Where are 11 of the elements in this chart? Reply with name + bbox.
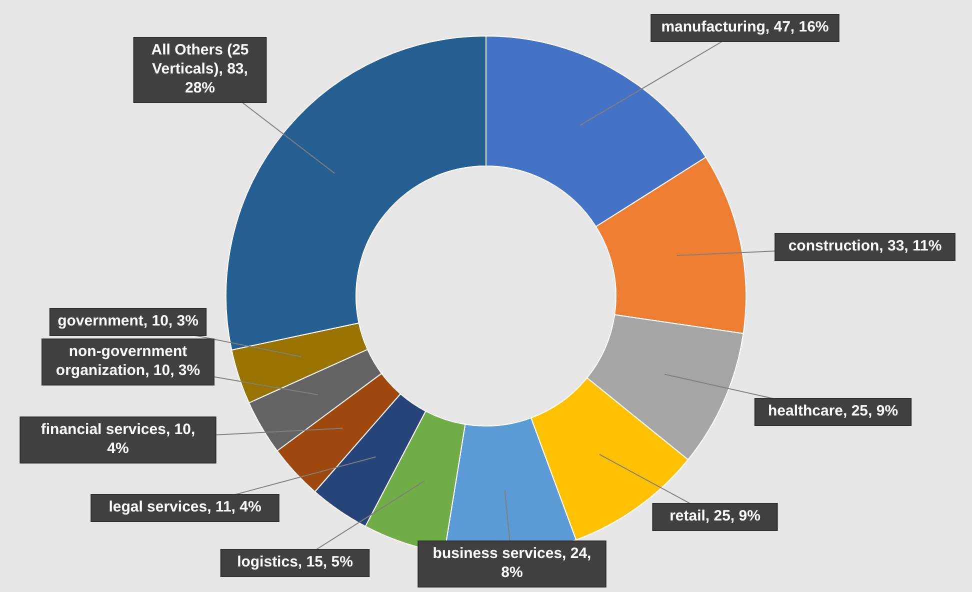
slice-label: logistics, 15, 5%: [237, 554, 353, 570]
slice-label: business services, 24, 8%: [432, 545, 592, 581]
slice-label: construction, 33, 11%: [788, 238, 942, 254]
slice-label: retail, 25, 9%: [670, 508, 760, 524]
slice-label: manufacturing, 47, 16%: [661, 18, 829, 36]
slice-label: government, 10, 3%: [58, 312, 198, 330]
slice-label: All Others (25 Verticals), 83, 28%: [151, 42, 249, 96]
slice-label: healthcare, 25, 9%: [768, 402, 898, 420]
slice-label: legal services, 11, 4%: [108, 498, 262, 516]
slice-label: non-government organization, 10, 3%: [56, 343, 200, 379]
slice-label: financial services, 10, 4%: [40, 421, 196, 457]
